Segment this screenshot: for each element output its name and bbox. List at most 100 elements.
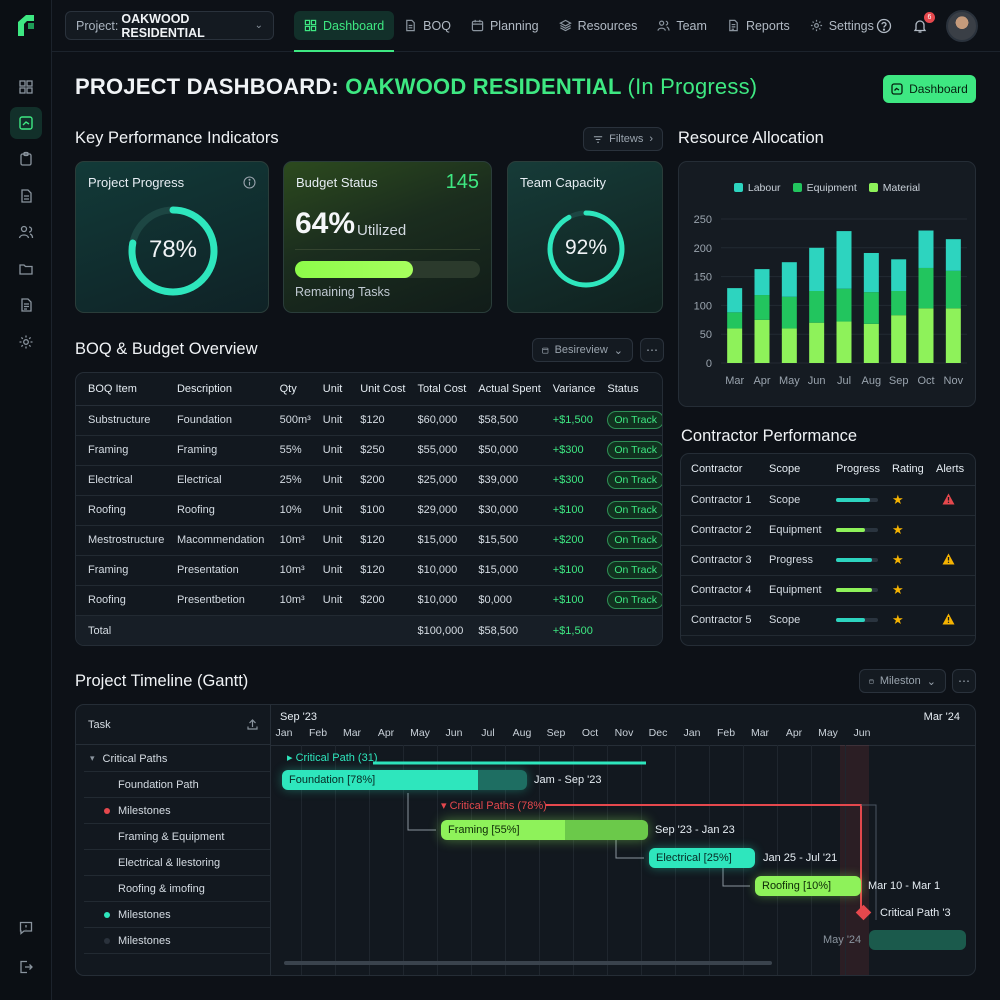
column-header[interactable]: Unit — [310, 373, 349, 406]
logout-icon[interactable] — [10, 951, 42, 983]
column-header[interactable]: Scope — [759, 454, 826, 486]
framing-bar[interactable]: Framing [55%] — [441, 820, 648, 840]
bar-segment-equipment[interactable] — [727, 312, 743, 329]
more-options-button[interactable]: ⋯ — [640, 338, 664, 362]
legend-item[interactable]: Equipment — [792, 182, 857, 194]
bell-icon[interactable]: 6 — [910, 12, 935, 36]
bar-segment-equipment[interactable] — [836, 288, 852, 322]
avatar[interactable] — [946, 10, 978, 42]
app-logo-icon[interactable] — [14, 12, 38, 38]
bar-segment-material[interactable] — [836, 321, 852, 363]
nav-settings[interactable]: Settings — [800, 11, 884, 40]
column-header[interactable]: BOQ Item — [76, 373, 165, 406]
table-row[interactable]: Roofing Roofing 10% Unit $100 $29,000 $30,000 +… — [76, 495, 662, 526]
report-icon[interactable] — [10, 289, 42, 321]
filters-button[interactable]: Filtews › — [583, 127, 663, 151]
bar-segment-equipment[interactable] — [945, 270, 961, 309]
nav-dashboard[interactable]: Dashboard — [294, 11, 395, 52]
bar-segment-equipment[interactable] — [809, 291, 825, 323]
gantt-task-row[interactable]: ▾ Critical Paths — [84, 746, 270, 772]
bar-segment-material[interactable] — [863, 323, 879, 363]
bar-segment-material[interactable] — [891, 315, 907, 363]
help-icon[interactable] — [874, 16, 894, 36]
gear-icon[interactable] — [10, 326, 42, 358]
gantt-task-row[interactable]: Milestones — [84, 928, 270, 954]
bar-segment-labour[interactable] — [781, 262, 797, 297]
warning-icon[interactable] — [942, 613, 955, 625]
bar-segment-labour[interactable] — [891, 259, 907, 291]
table-row[interactable]: Framing Framing 55% Unit $250 $55,000 $50,000 +… — [76, 435, 662, 466]
nav-boq[interactable]: BOQ — [394, 11, 461, 40]
column-header[interactable]: Total Cost — [405, 373, 467, 406]
nav-resources[interactable]: Resources — [549, 11, 648, 40]
bar-segment-labour[interactable] — [945, 239, 961, 271]
bar-segment-labour[interactable] — [863, 252, 879, 293]
budget-status-card[interactable]: Budget Status 145 64% Utilized Remaining… — [283, 161, 492, 313]
table-row[interactable]: Contractor 1 Scope ★ — [681, 485, 975, 516]
feedback-icon[interactable] — [10, 912, 42, 944]
electrical-bar[interactable]: Electrical [25%] — [649, 848, 755, 868]
more-options-button[interactable]: ⋯ — [952, 669, 976, 693]
table-row[interactable]: Substructure Foundation 500m³ Unit $120 $60,0… — [76, 405, 662, 436]
column-header[interactable]: Alerts — [926, 454, 975, 486]
gantt-task-row[interactable]: Milestones — [84, 902, 270, 928]
nav-team[interactable]: Team — [647, 11, 717, 40]
bar-segment-labour[interactable] — [836, 231, 852, 289]
column-header[interactable]: Qty — [267, 373, 311, 406]
view-select[interactable]: Besireview ⌄ — [532, 338, 633, 362]
table-row[interactable]: Contractor 4 Equipment ★ — [681, 575, 975, 606]
table-row[interactable]: Contractor 2 Equipment ★ — [681, 515, 975, 546]
bar-segment-material[interactable] — [809, 322, 825, 363]
info-icon[interactable] — [243, 176, 256, 189]
gantt-task-row[interactable]: Roofing & imofing — [84, 876, 270, 902]
gantt-task-row[interactable]: Milestones — [84, 798, 270, 824]
bar-segment-equipment[interactable] — [781, 296, 797, 329]
bar-segment-material[interactable] — [918, 308, 934, 363]
table-row[interactable]: Contractor 3 Progress ★ — [681, 545, 975, 576]
gantt-task-row[interactable]: Framing & Equipment — [84, 824, 270, 850]
project-progress-card[interactable]: Project Progress 78% — [75, 161, 269, 313]
milestone-select[interactable]: Mileston ⌄ — [859, 669, 946, 693]
team-capacity-card[interactable]: Team Capacity 92% — [507, 161, 663, 313]
table-row[interactable]: Contractor 5 Scope ★ — [681, 605, 975, 636]
bar-segment-material[interactable] — [781, 328, 797, 363]
dashboard-icon[interactable] — [10, 107, 42, 139]
column-header[interactable]: Status — [595, 373, 662, 406]
table-row[interactable]: Framing Presentation 10m³ Unit $120 $10,000 $1… — [76, 555, 662, 586]
column-header[interactable]: Progress — [826, 454, 882, 486]
table-row[interactable]: Electrical Electrical 25% Unit $200 $25,000 $3… — [76, 465, 662, 496]
column-header[interactable]: Description — [164, 373, 268, 406]
column-header[interactable]: Variance — [540, 373, 596, 406]
column-header[interactable]: Unit Cost — [348, 373, 406, 406]
table-row[interactable]: Roofing Presentbetion 10m³ Unit $200 $10,000 $… — [76, 585, 662, 616]
table-row[interactable]: Mestrostructure Macommendation 10m³ Unit $12… — [76, 525, 662, 556]
upload-icon[interactable] — [246, 718, 259, 731]
column-header[interactable]: Rating — [882, 454, 926, 486]
bar-segment-labour[interactable] — [918, 230, 934, 268]
legend-item[interactable]: Labour — [733, 182, 781, 194]
users-icon[interactable] — [10, 216, 42, 248]
foundation-bar[interactable]: Foundation [78%] — [282, 770, 527, 790]
bar-segment-material[interactable] — [727, 328, 743, 363]
legend-item[interactable]: Material — [868, 182, 920, 194]
bar-segment-equipment[interactable] — [863, 292, 879, 324]
may-bar[interactable] — [869, 930, 966, 950]
column-header[interactable]: Contractor — [681, 454, 759, 486]
horizontal-scrollbar[interactable] — [284, 961, 772, 965]
nav-planning[interactable]: Planning — [461, 11, 549, 40]
project-selector[interactable]: Project: OAKWOOD RESIDENTIAL ⌄ — [65, 11, 274, 40]
warning-icon[interactable] — [942, 493, 955, 505]
bar-segment-labour[interactable] — [727, 288, 743, 313]
warning-icon[interactable] — [942, 553, 955, 565]
dashboard-button[interactable]: Dashboard — [883, 75, 976, 103]
bar-segment-equipment[interactable] — [918, 267, 934, 309]
column-header[interactable]: Actual Spent — [466, 373, 541, 406]
folder-icon[interactable] — [10, 253, 42, 285]
gantt-task-row[interactable]: Electrical & llestoring — [84, 850, 270, 876]
bar-segment-labour[interactable] — [809, 247, 825, 291]
bar-segment-material[interactable] — [754, 319, 770, 363]
bar-segment-labour[interactable] — [754, 269, 770, 296]
bar-segment-material[interactable] — [945, 308, 961, 363]
caret-down-icon[interactable]: ▾ — [90, 753, 95, 763]
gantt-task-row[interactable]: Foundation Path — [84, 772, 270, 798]
